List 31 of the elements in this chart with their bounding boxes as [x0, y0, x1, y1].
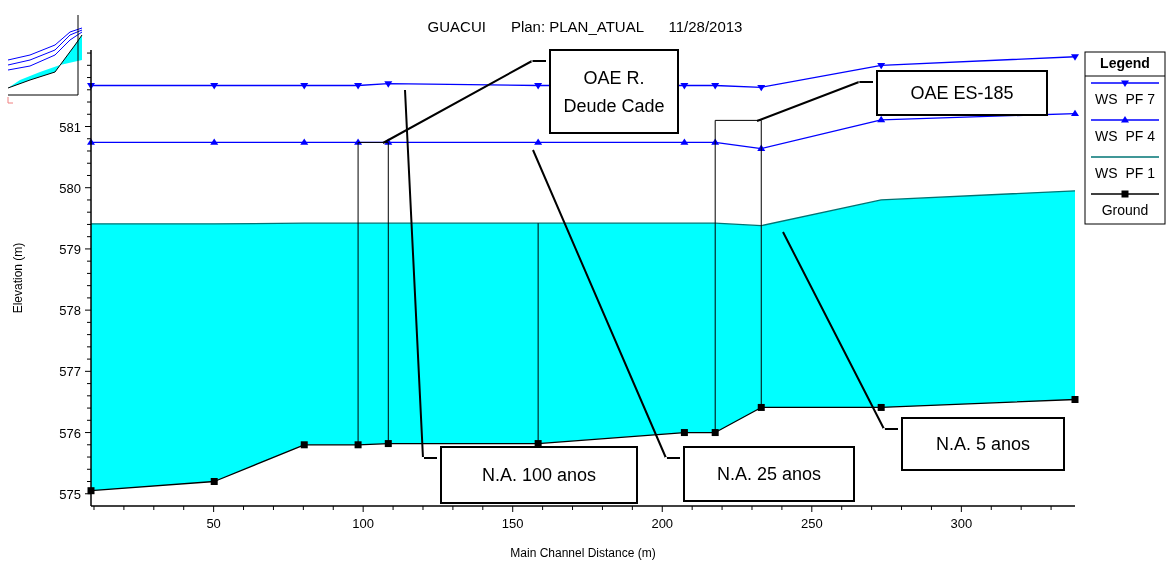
legend-label: Ground [1101, 202, 1149, 218]
y-axis-title: Elevation (m) [11, 242, 25, 314]
y-tick-label: 580 [59, 180, 81, 196]
legend-label: WS PF 7 [1095, 91, 1156, 107]
callout-box: N.A. 25 anos [683, 446, 855, 502]
y-tick-label: 578 [59, 303, 81, 319]
x-axis-title: Main Channel Distance (m) [510, 546, 656, 560]
x-tick-label: 300 [950, 516, 973, 531]
y-tick-label: 576 [59, 425, 81, 441]
annotation: N.A. 25 anos [716, 464, 822, 484]
y-tick-label: 579 [59, 241, 81, 257]
legend-title: Legend [1100, 55, 1150, 71]
y-tick-label: 577 [59, 364, 81, 380]
annotation: OAE ES-185 [910, 83, 1014, 103]
callout-box: OAE R. Deude Cade [549, 49, 679, 134]
y-tick-label: 581 [59, 119, 81, 135]
callout-box: N.A. 100 anos [440, 446, 638, 504]
x-tick-label: 50 [206, 516, 221, 531]
chart-title: GUACUI Plan: PLAN_ATUAL 11/28/2013 [427, 18, 743, 35]
x-tick-label: 100 [352, 516, 375, 531]
legend-label: WS PF 4 [1095, 128, 1156, 144]
annotation: N.A. 5 anos [935, 434, 1031, 454]
x-tick-label: 150 [501, 516, 524, 531]
x-tick-label: 250 [800, 516, 823, 531]
annotation: OAE R. Deude Cade [563, 67, 665, 116]
y-tick-label: 575 [59, 486, 81, 502]
x-tick-label: 200 [651, 516, 674, 531]
legend-label: WS PF 1 [1095, 165, 1156, 181]
annotation: N.A. 100 anos [481, 465, 597, 485]
callout-box: N.A. 5 anos [901, 417, 1065, 471]
callout-box: OAE ES-185 [876, 70, 1048, 116]
